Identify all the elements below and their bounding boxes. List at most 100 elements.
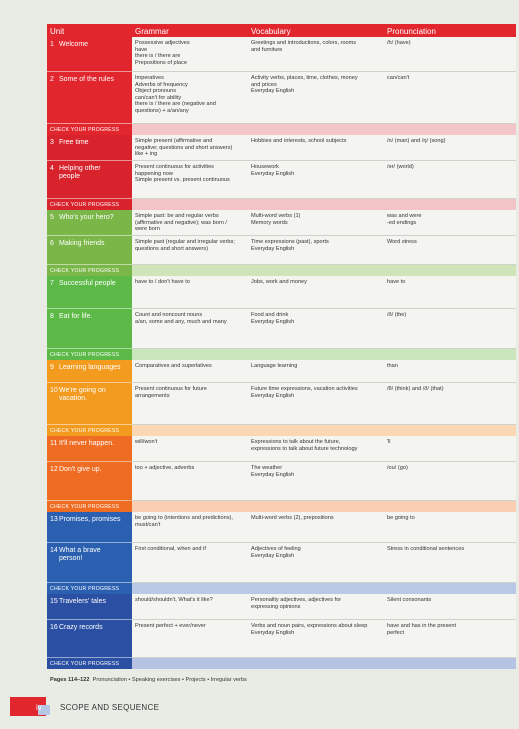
grammar-cell: First conditional, when and if — [132, 543, 248, 583]
pronunciation-line: -ed endings — [387, 219, 417, 226]
vocabulary-line: The weather — [251, 465, 283, 471]
vocabulary-line: Everyday English — [251, 629, 295, 636]
unit-title: Crazy records — [59, 624, 103, 631]
vocabulary-cell: Greetings and introductions, colors, roo… — [248, 37, 384, 72]
pronunciation-line: have and has in the present — [387, 623, 457, 629]
grammar-line: Present continuous for future — [135, 386, 207, 392]
grammar-line: should/shouldn't, What's it like? — [135, 597, 213, 603]
grammar-line: there is / there are (negative and — [135, 101, 216, 108]
grammar-line: Present continuous for activities — [135, 164, 214, 170]
vocabulary-cell: Jobs, work and money — [248, 276, 384, 309]
unit-number: 16 — [50, 624, 58, 631]
grammar-line: have to / don't have to — [135, 279, 190, 285]
grammar-cell: Present continuous for activities happeni… — [132, 161, 248, 199]
unit-number: 3 — [50, 139, 54, 146]
unit-cell: 8 Eat for life. — [47, 309, 132, 349]
pages-note: Pages 114–122 Pronunciation • Speaking e… — [50, 677, 247, 683]
unit-title: Promises, promises — [59, 516, 121, 523]
vocabulary-cell: Multi-word verbs (2), prepositions — [248, 512, 384, 543]
check-band — [47, 658, 516, 669]
pronunciation-cell: /ou/ (go) — [384, 462, 516, 501]
vocabulary-line: Greetings and introductions, colors, roo… — [251, 40, 357, 46]
pronunciation-cell: Stress in conditional sentences — [384, 543, 516, 583]
vocabulary-line: Multi-word verbs (1) — [251, 213, 301, 219]
vocabulary-line: Activity verbs, places, time, clothes, m… — [251, 75, 358, 81]
grammar-line: Simple past (regular and irregular verbs… — [135, 239, 235, 245]
pronunciation-line: /θ/ (think) and /ð/ (that) — [387, 386, 444, 392]
vocabulary-line: Everyday English — [251, 170, 295, 177]
pronunciation-cell: /n/ (man) and /ŋ/ (song) — [384, 135, 516, 161]
check-progress: CHECK YOUR PROGRESS — [47, 658, 132, 669]
grammar-cell: have to / don't have to — [132, 276, 248, 309]
grammar-line: be going to (intentions and predictions)… — [135, 515, 233, 521]
pronunciation-line: Silent consonants — [387, 597, 432, 603]
unit-cell: 9 Learning languages — [47, 360, 132, 383]
unit-number: 15 — [50, 598, 58, 605]
vocabulary-cell: Adjectives of feeling Everyday English — [248, 543, 384, 583]
vocabulary-line: and furniture — [251, 46, 283, 53]
pronunciation-cell: /h/ (have) — [384, 37, 516, 72]
pronunciation-cell: Silent consonants — [384, 594, 516, 620]
unit-title: Making friends — [59, 240, 105, 247]
page-number: iv — [36, 703, 42, 712]
grammar-cell: Simple past (regular and irregular verbs… — [132, 236, 248, 265]
vocabulary-cell: The weather Everyday English — [248, 462, 384, 501]
unit-title: Who's your hero? — [59, 214, 114, 221]
unit-cell: 1 Welcome — [47, 37, 132, 72]
pronunciation-cell: be going to — [384, 512, 516, 543]
vocabulary-cell: Time expressions (past), sports Everyday … — [248, 236, 384, 265]
vocabulary-line: Everyday English — [251, 471, 295, 478]
grammar-cell: Possessive adjectives have there is / ther… — [132, 37, 248, 72]
grammar-line: Count and noncount nouns — [135, 312, 203, 318]
check-band — [47, 265, 516, 276]
unit-cell: 2 Some of the rules — [47, 72, 132, 124]
vocabulary-line: expressing opinions — [251, 603, 301, 610]
grammar-line: Present perfect + ever/never — [135, 623, 206, 629]
check-progress: CHECK YOUR PROGRESS — [47, 124, 132, 135]
pronunciation-cell: have to — [384, 276, 516, 309]
pronunciation-cell: have and has in the present perfect — [384, 620, 516, 658]
unit-cell: 12Don't give up. — [47, 462, 132, 501]
check-band — [47, 425, 516, 436]
vocabulary-line: Everyday English — [251, 552, 295, 559]
pronunciation-cell: /θ/ (think) and /ð/ (that) — [384, 383, 516, 425]
vocabulary-line: Everyday English — [251, 88, 295, 95]
grammar-line: Prepositions of place — [135, 59, 187, 66]
vocabulary-line: expressions to talk about future technol… — [251, 445, 358, 452]
grammar-line: Simple present vs. present continuous — [135, 177, 230, 184]
unit-cell: 16Crazy records — [47, 620, 132, 658]
check-progress: CHECK YOUR PROGRESS — [47, 425, 132, 436]
vocabulary-line: Everyday English — [251, 245, 295, 252]
pronunciation-line: perfect — [387, 629, 405, 636]
unit-number: 4 — [50, 165, 54, 172]
unit-cell: 14What a brave person! — [47, 543, 132, 583]
pronunciation-line: /ər/ (world) — [387, 164, 414, 170]
vocabulary-cell: Housework Everyday English — [248, 161, 384, 199]
pages-items: Pronunciation • Speaking exercises • Pro… — [92, 677, 247, 683]
pronunciation-line: /h/ (have) — [387, 40, 411, 46]
grammar-line: there is / there are — [135, 53, 181, 60]
grammar-line: like + ing — [135, 151, 158, 158]
unit-title: Successful people — [59, 280, 116, 287]
unit-number: 13 — [50, 516, 58, 523]
vocabulary-line: Memory words — [251, 219, 288, 226]
check-progress: CHECK YOUR PROGRESS — [47, 349, 132, 360]
vocabulary-line: Jobs, work and money — [251, 279, 307, 285]
pronunciation-line: /n/ (man) and /ŋ/ (song) — [387, 138, 446, 144]
unit-title: What a brave person! — [59, 547, 101, 562]
grammar-cell: Present perfect + ever/never — [132, 620, 248, 658]
pronunciation-cell: was and were -ed endings — [384, 210, 516, 236]
check-progress: CHECK YOUR PROGRESS — [47, 199, 132, 210]
grammar-line: were born — [135, 226, 160, 233]
vocabulary-line: Verbs and noun pairs, expressions about … — [251, 623, 368, 629]
vocabulary-cell: Verbs and noun pairs, expressions about … — [248, 620, 384, 658]
unit-title: Welcome — [59, 41, 89, 48]
unit-cell: 6 Making friends — [47, 236, 132, 265]
grammar-line: too + adjective, adverbs — [135, 465, 195, 471]
unit-number: 8 — [50, 313, 54, 320]
unit-number: 12 — [50, 466, 58, 473]
grammar-cell: Simple present (affirmative and negative;… — [132, 135, 248, 161]
grammar-line: will/won't — [135, 439, 158, 445]
check-band — [47, 583, 516, 594]
